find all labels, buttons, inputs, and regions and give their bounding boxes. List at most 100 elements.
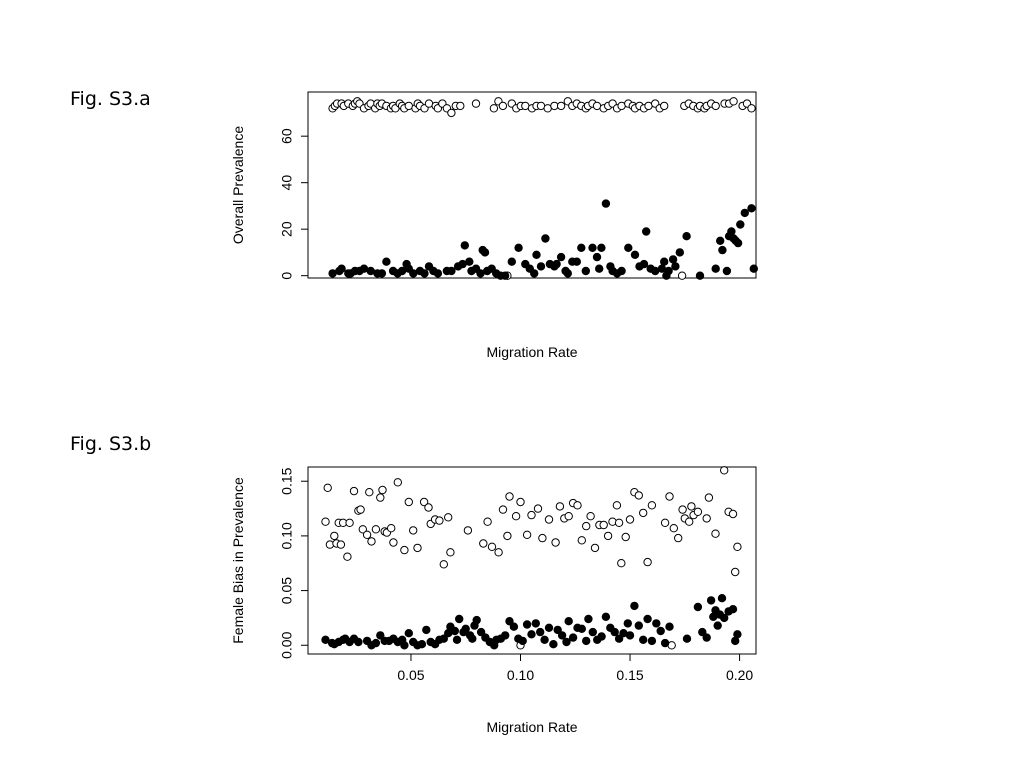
chart2-open-point xyxy=(660,518,670,527)
chart2-open-point xyxy=(702,514,711,523)
chart2-filled-point xyxy=(461,624,470,633)
chart2-open-point xyxy=(590,543,600,553)
chart1-y-tick-label: 40 xyxy=(279,175,295,191)
chart1-filled-point xyxy=(460,241,469,250)
chart2-open-point xyxy=(685,517,694,526)
chart2-filled-point xyxy=(371,638,381,648)
chart1-filled-point xyxy=(500,271,510,280)
chart2-filled-point xyxy=(549,640,558,649)
chart2-filled-point xyxy=(564,617,573,626)
chart1-filled-point xyxy=(740,208,749,218)
chart2-filled-point xyxy=(656,626,665,636)
chart2-filled-point xyxy=(501,631,510,640)
chart2-open-point xyxy=(647,501,657,510)
chart2-filled-point xyxy=(476,627,486,637)
chart2-open-point xyxy=(551,538,560,547)
chart2-filled-point xyxy=(540,635,549,644)
chart2-open-point xyxy=(362,530,372,539)
chart2-filled-point xyxy=(660,638,670,648)
chart1-filled-point xyxy=(377,269,387,278)
chart2-filled-point xyxy=(509,622,519,631)
chart2-filled-point xyxy=(568,633,578,642)
chart2-y-tick-label: 0.05 xyxy=(279,577,295,604)
chart2-open-point xyxy=(343,552,352,561)
chart1-filled-point xyxy=(749,264,758,273)
chart2-open-point xyxy=(538,533,547,543)
chart2-open-point xyxy=(577,536,586,545)
chart2-filled-point xyxy=(614,634,624,643)
chart2-open-point xyxy=(393,478,402,487)
chart2-filled-point xyxy=(639,635,648,644)
chart1-filled-point xyxy=(660,257,669,266)
chart2-filled-point xyxy=(562,637,571,647)
chart1-filled-point xyxy=(577,243,586,253)
chart2-open-point xyxy=(487,542,497,551)
chart2-filled-point xyxy=(582,636,591,646)
chart2-filled-point xyxy=(720,613,729,623)
chart2-open-point xyxy=(603,531,613,541)
chart1-filled-point xyxy=(532,250,541,260)
chart2-filled-point xyxy=(588,627,597,637)
chart1-open-point xyxy=(556,101,566,111)
chart2-open-point xyxy=(424,503,433,512)
chart1-filled-point xyxy=(642,227,651,236)
chart1-filled-point xyxy=(382,257,391,266)
chart2-filled-point xyxy=(682,634,692,643)
chart2-filled-point xyxy=(452,635,462,644)
chart2-filled-point xyxy=(400,641,409,650)
chart2-filled-point xyxy=(584,614,593,624)
chart2-filled-point xyxy=(610,627,619,637)
chart2-open-point xyxy=(527,510,536,520)
chart2-open-point xyxy=(503,531,512,541)
chart2-open-point xyxy=(711,529,720,538)
chart2-x-tick-label: 0.10 xyxy=(507,667,534,683)
chart2-open-point xyxy=(687,502,696,511)
chart1-filled-point xyxy=(433,269,443,278)
chart2-filled-point xyxy=(597,632,606,641)
chart1-filled-point xyxy=(552,259,561,269)
chart2-filled-point xyxy=(376,631,385,640)
chart1-y-tick-label: 0 xyxy=(279,272,295,280)
chart2-filled-point xyxy=(665,622,674,631)
chart1-y-tick-label: 20 xyxy=(279,221,295,237)
chart2-open-point xyxy=(498,505,508,514)
chart1-filled-point xyxy=(718,245,727,255)
chart2-filled-point xyxy=(717,594,727,603)
chart2-open-point xyxy=(674,533,683,543)
chart2-open-point xyxy=(400,545,409,555)
chart1-filled-point xyxy=(588,243,597,253)
chart2-filled-point xyxy=(728,605,738,614)
chart2-y-tick-label: 0.15 xyxy=(279,467,295,494)
chart1-filled-point xyxy=(617,266,626,276)
chart1-filled-point xyxy=(556,252,566,262)
chart2-filled-point xyxy=(702,633,711,642)
chart2-filled-point xyxy=(472,615,481,625)
chart1-filled-point xyxy=(722,266,732,276)
chart2-open-point xyxy=(446,548,455,557)
chart1-open-point xyxy=(471,99,481,108)
chart2-open-point xyxy=(367,537,376,546)
chart2-open-point xyxy=(573,501,582,510)
chart1-filled-point xyxy=(682,232,691,241)
chart2-filled-point xyxy=(634,621,643,630)
chart2-open-point xyxy=(345,518,354,527)
chart2-filled-point xyxy=(455,614,464,624)
chart2-open-point xyxy=(731,567,740,577)
chart2-open-point xyxy=(336,540,346,549)
chart2-open-point xyxy=(614,518,624,527)
chart2-filled-point xyxy=(450,626,459,636)
chart2-filled-point xyxy=(713,621,722,630)
chart2-open-point xyxy=(376,493,385,502)
chart1-filled-point xyxy=(736,220,745,229)
chart2-open-point xyxy=(544,515,554,524)
chart2-open-point xyxy=(621,532,630,542)
chart2-open-point xyxy=(617,559,626,568)
chart2-open-point xyxy=(720,466,729,475)
chart1-filled-point xyxy=(595,264,604,273)
chart1-open-point xyxy=(677,271,687,280)
chart2-open-point xyxy=(413,543,422,553)
chart1-filled-point xyxy=(639,259,649,269)
chart2-open-point xyxy=(533,504,543,513)
chart2-filled-point xyxy=(630,601,639,611)
chart2-filled-point xyxy=(544,623,554,632)
